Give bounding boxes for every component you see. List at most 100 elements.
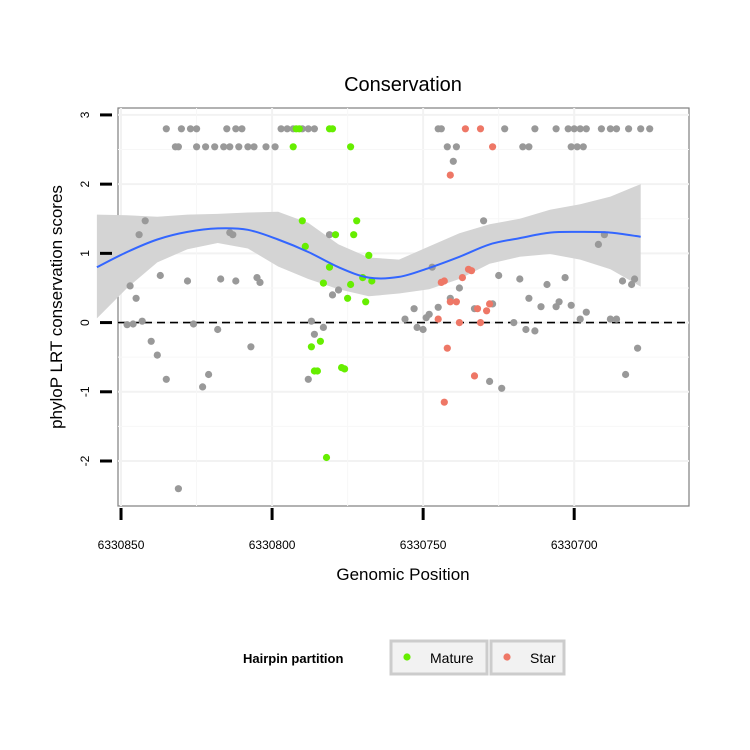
point-other-32 — [211, 143, 219, 151]
point-other-15 — [501, 125, 509, 133]
point-star-19 — [443, 344, 451, 352]
series-other — [123, 125, 654, 493]
point-star-16 — [434, 315, 442, 323]
point-other-30 — [193, 143, 201, 151]
point-other-47 — [449, 157, 457, 165]
point-mature-6 — [298, 217, 306, 225]
point-other-56 — [153, 351, 161, 359]
point-mature-1 — [295, 125, 303, 133]
point-other-79 — [401, 315, 409, 323]
x-tick-label-3: 6330700 — [551, 538, 598, 552]
legend-key-star-icon — [503, 653, 511, 661]
series-star — [434, 125, 497, 406]
point-other-21 — [582, 125, 590, 133]
point-mature-20 — [350, 231, 358, 239]
point-other-104 — [561, 274, 569, 282]
point-mature-8 — [307, 343, 315, 351]
plot-panel — [96, 107, 690, 507]
point-mature-19 — [347, 280, 355, 289]
legend-label-star: Star — [530, 650, 556, 666]
point-other-93 — [495, 271, 503, 280]
point-mature-5 — [347, 143, 355, 151]
point-other-7 — [277, 125, 285, 133]
x-axis-label: Genomic Position — [336, 565, 469, 584]
point-other-113 — [622, 370, 630, 379]
point-other-20 — [576, 125, 584, 133]
point-star-17 — [437, 278, 445, 286]
point-mature-4 — [289, 143, 297, 151]
point-mature-18 — [344, 294, 352, 302]
point-other-112 — [618, 277, 627, 285]
point-star-14 — [483, 307, 491, 315]
point-other-27 — [646, 125, 654, 133]
y-tick-label-2: 0 — [78, 319, 92, 326]
point-other-60 — [183, 277, 192, 285]
point-other-44 — [567, 143, 575, 151]
point-other-58 — [162, 375, 170, 383]
point-other-77 — [328, 291, 337, 299]
point-other-111 — [612, 315, 621, 323]
point-other-0 — [162, 125, 170, 133]
point-other-106 — [576, 315, 584, 323]
point-other-40 — [443, 143, 451, 151]
point-other-74 — [310, 330, 318, 338]
point-other-103 — [555, 298, 563, 306]
point-star-15 — [486, 300, 494, 308]
point-other-72 — [304, 375, 312, 383]
confidence-ribbon — [96, 184, 641, 319]
chart-title: Conservation — [344, 74, 462, 96]
y-tick-label-5: 3 — [78, 111, 92, 118]
point-other-39 — [271, 143, 279, 151]
y-axis: -2 -1 0 1 2 3 — [78, 111, 112, 466]
point-other-23 — [606, 125, 615, 133]
point-other-51 — [132, 294, 140, 302]
point-star-0 — [461, 125, 469, 133]
point-mature-23 — [362, 298, 370, 306]
point-other-84 — [425, 310, 433, 318]
point-other-71 — [256, 278, 264, 286]
point-other-43 — [525, 143, 533, 151]
point-other-114 — [628, 280, 636, 289]
y-tick-label-0: -2 — [78, 455, 92, 466]
point-other-42 — [519, 143, 527, 151]
point-other-11 — [304, 125, 312, 133]
point-other-3 — [193, 125, 201, 133]
point-mature-17 — [341, 365, 349, 373]
point-other-49 — [126, 282, 134, 290]
point-other-18 — [564, 125, 572, 133]
point-other-78 — [334, 286, 343, 294]
x-tick-label-2: 6330750 — [400, 538, 447, 552]
point-other-46 — [579, 143, 587, 151]
point-star-7 — [455, 319, 463, 327]
point-other-55 — [147, 337, 155, 345]
point-star-5 — [446, 298, 454, 306]
y-tick-label-4: 2 — [78, 180, 92, 187]
x-tick-label-1: 6330800 — [249, 538, 296, 552]
point-other-69 — [247, 343, 255, 351]
point-other-29 — [174, 143, 182, 151]
point-other-38 — [262, 143, 270, 151]
point-other-91 — [486, 377, 494, 385]
point-other-37 — [250, 143, 258, 151]
point-star-6 — [452, 298, 460, 306]
point-other-115 — [631, 275, 639, 283]
legend-label-mature: Mature — [430, 650, 474, 666]
legend-key-mature-icon — [403, 653, 411, 661]
point-other-2 — [186, 125, 195, 133]
point-other-45 — [573, 143, 581, 151]
point-star-13 — [476, 319, 485, 327]
point-other-31 — [202, 143, 210, 151]
point-other-68 — [232, 277, 240, 285]
point-other-22 — [597, 125, 606, 133]
point-other-17 — [552, 125, 560, 133]
point-other-97 — [522, 325, 530, 334]
point-other-94 — [498, 384, 506, 392]
point-other-107 — [582, 308, 590, 316]
x-axis: 6330850 6330800 6330750 6330700 — [98, 508, 598, 552]
x-tick-label-0: 6330850 — [98, 538, 145, 552]
point-mature-25 — [368, 277, 376, 285]
y-axis-label: phyloP LRT conservation scores — [47, 185, 66, 429]
point-other-19 — [570, 125, 578, 133]
point-other-73 — [307, 317, 315, 325]
